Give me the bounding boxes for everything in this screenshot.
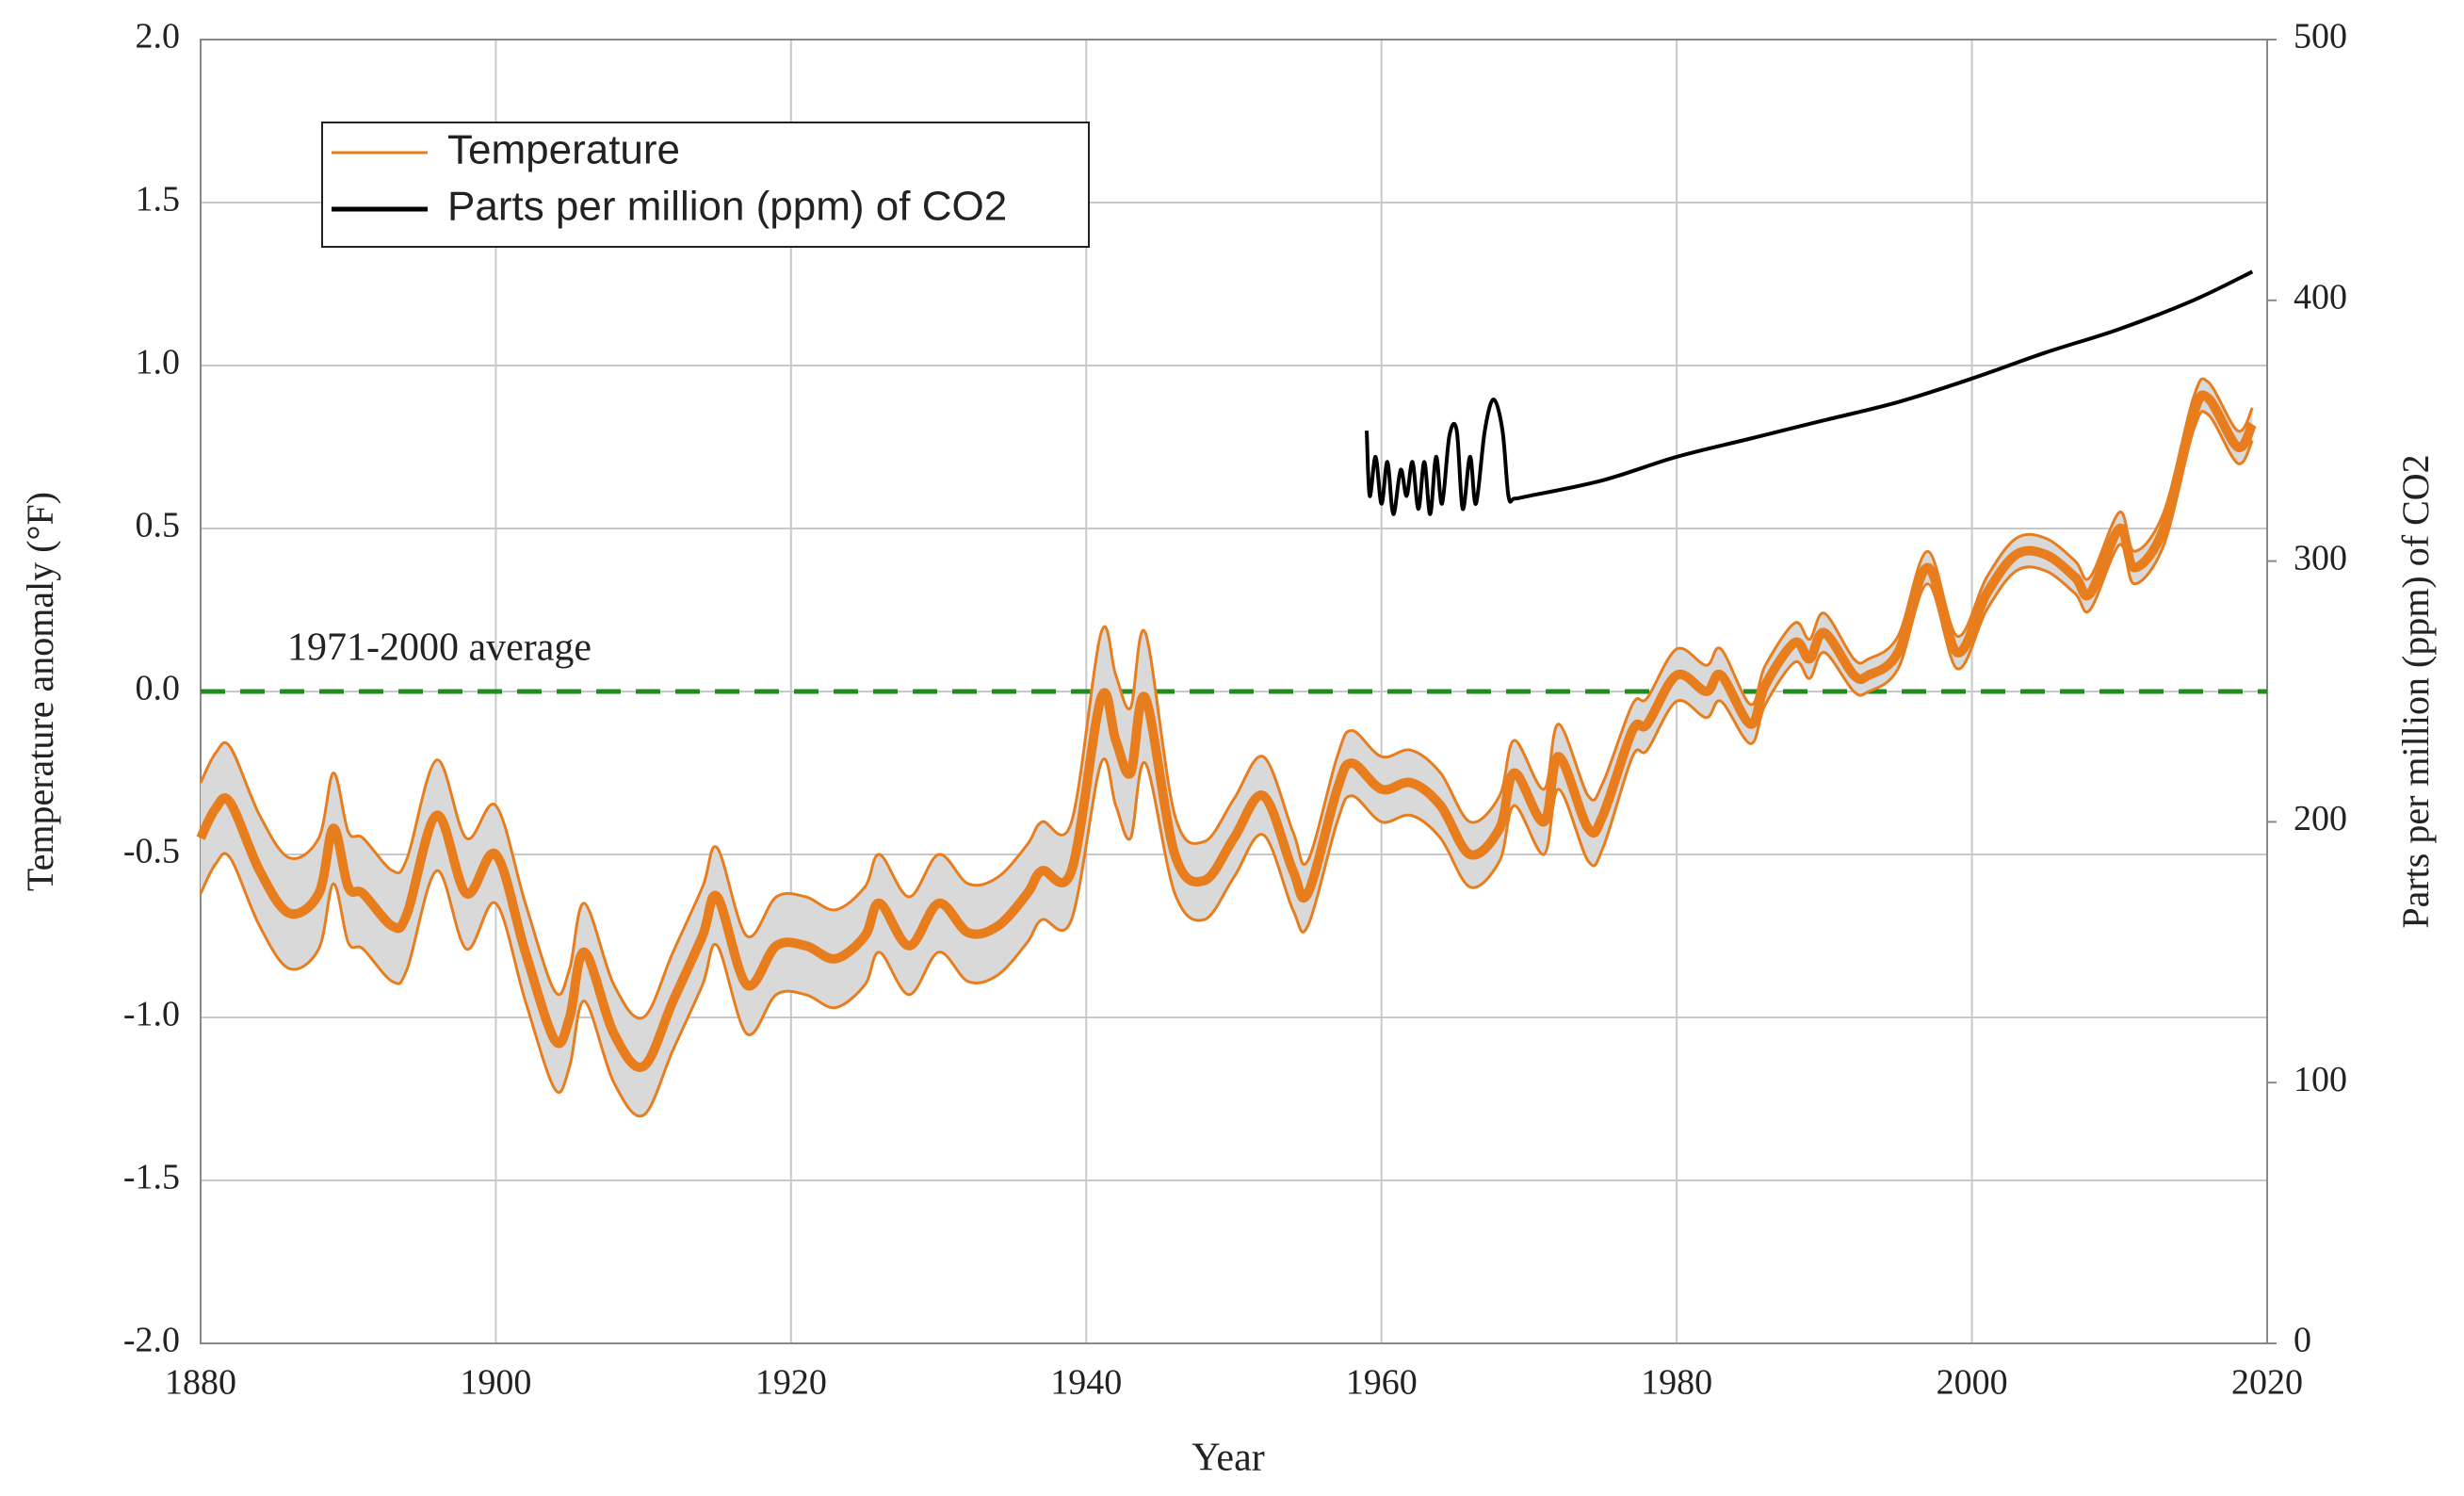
series-line <box>196 390 2257 1072</box>
y-tick-label: 1.5 <box>136 180 181 220</box>
x-tick-label: 2000 <box>1937 1363 2008 1403</box>
legend-box <box>321 122 1090 248</box>
y-tick-label: 0.5 <box>136 506 181 545</box>
band-upper-line <box>199 377 2254 1020</box>
x-tick-label: 1900 <box>460 1363 531 1403</box>
x-tick-label: 1920 <box>755 1363 827 1403</box>
y2-axis-title: Parts per million (ppm) of CO2 <box>2394 454 2437 928</box>
x-tick-label: 1940 <box>1050 1363 1122 1403</box>
y2-tick-label: 0 <box>2294 1321 2311 1360</box>
y2-tick-label: 100 <box>2294 1060 2347 1099</box>
y2-tick-label: 500 <box>2294 17 2347 57</box>
band-lower-line <box>199 410 2254 1118</box>
uncertainty-band <box>201 379 2253 1116</box>
y-tick-label: -0.5 <box>123 832 180 871</box>
y2-tick-label: 400 <box>2294 278 2347 317</box>
x-axis-title: Year <box>1191 1437 1264 1480</box>
y-tick-label: 0.0 <box>136 669 181 708</box>
legend-label: Temperature <box>447 127 680 173</box>
legend-label: Parts per million (ppm) of CO2 <box>447 184 1007 230</box>
reference-label: 1971-2000 average <box>287 626 592 670</box>
x-tick-label: 1880 <box>165 1363 236 1403</box>
y-tick-label: -1.0 <box>123 995 180 1034</box>
series-line <box>1365 269 2254 516</box>
y2-tick-label: 300 <box>2294 538 2347 577</box>
y-tick-label: -2.0 <box>123 1321 180 1360</box>
y-axis-title: Temperature anomaly (°F) <box>19 492 61 891</box>
y-tick-label: 1.0 <box>136 343 181 382</box>
x-tick-label: 1960 <box>1346 1363 1418 1403</box>
x-tick-label: 1980 <box>1641 1363 1712 1403</box>
y-tick-label: -1.5 <box>123 1158 180 1197</box>
y-tick-label: 2.0 <box>136 17 181 57</box>
x-tick-label: 2020 <box>2231 1363 2303 1403</box>
y2-tick-label: 200 <box>2294 799 2347 838</box>
